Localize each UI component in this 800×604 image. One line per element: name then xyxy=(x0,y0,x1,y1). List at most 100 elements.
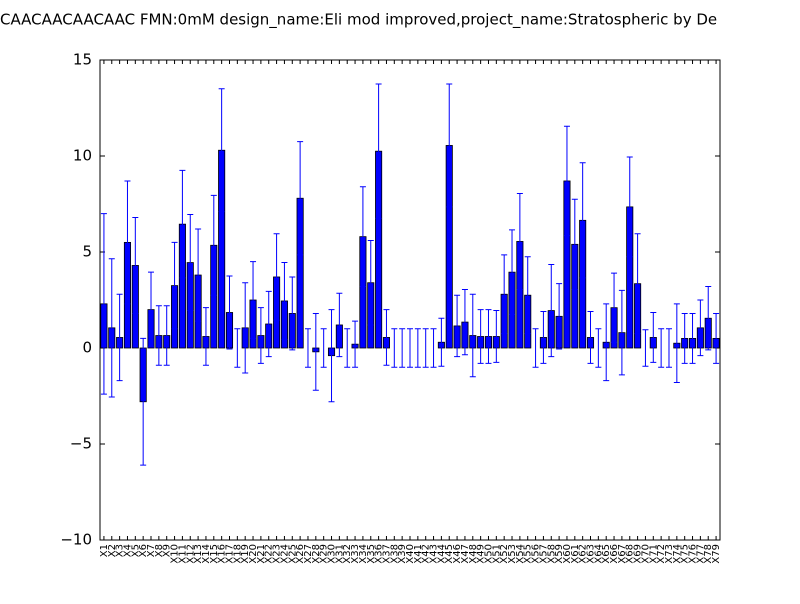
x-tick-label: X39 xyxy=(397,544,408,564)
error-bar xyxy=(257,307,264,364)
error-bar xyxy=(469,293,476,378)
error-bar xyxy=(509,229,516,315)
error-bar xyxy=(516,192,523,290)
error-bar xyxy=(626,156,633,258)
error-bar xyxy=(265,290,272,358)
error-bar xyxy=(148,271,155,348)
x-tick-label: X69 xyxy=(633,544,644,564)
x-tick-label: X73 xyxy=(664,544,675,564)
error-bar xyxy=(501,254,508,335)
error-bar xyxy=(658,328,665,368)
error-bar xyxy=(281,262,288,340)
error-bar xyxy=(124,180,131,305)
x-tick-label: X58 xyxy=(546,544,557,564)
x-tick-label: X63 xyxy=(586,544,597,564)
error-bar xyxy=(524,256,531,335)
error-bar xyxy=(579,162,586,279)
x-tick-label: X53 xyxy=(507,544,518,564)
error-bar xyxy=(563,125,570,237)
x-tick-label: X14 xyxy=(201,544,212,564)
x-tick-label: X64 xyxy=(593,544,604,564)
error-bar xyxy=(312,312,319,391)
y-tick-label: −10 xyxy=(60,531,92,549)
x-tick-label: X66 xyxy=(609,544,620,564)
x-tick-label: X65 xyxy=(601,544,612,564)
error-bar xyxy=(218,88,225,213)
error-bar xyxy=(336,292,343,358)
x-tick-label: X36 xyxy=(374,544,385,564)
x-tick-label: X49 xyxy=(476,544,487,564)
x-tick-label: X22 xyxy=(264,544,275,564)
x-tick-label: X27 xyxy=(303,544,314,564)
x-tick-label: X48 xyxy=(468,544,479,564)
error-bar xyxy=(391,328,398,368)
error-bar xyxy=(595,328,602,368)
error-bar xyxy=(155,305,162,366)
x-tick-label: X79 xyxy=(711,544,722,564)
error-bar xyxy=(352,320,359,368)
x-tick-label: X40 xyxy=(405,544,416,564)
y-tick-label: −5 xyxy=(70,435,92,453)
x-tick-label: X61 xyxy=(570,544,581,564)
error-bar xyxy=(320,328,327,368)
error-bar xyxy=(210,194,217,296)
x-tick-label: X19 xyxy=(240,544,251,564)
x-tick-label: X9 xyxy=(162,544,173,557)
error-bar xyxy=(713,312,720,364)
x-tick-label: X17 xyxy=(224,544,235,564)
error-bar xyxy=(242,282,249,374)
x-tick-label: X60 xyxy=(562,544,573,564)
x-tick-label: X52 xyxy=(499,544,510,564)
x-tick-label: X29 xyxy=(319,544,330,564)
x-tick-label: X6 xyxy=(138,544,149,557)
y-tick-label: 0 xyxy=(82,339,92,357)
error-bar xyxy=(697,299,704,357)
error-bar xyxy=(446,83,453,208)
x-tick-label: X55 xyxy=(523,544,534,564)
error-bar xyxy=(359,186,366,288)
error-bar xyxy=(250,261,257,339)
error-bar xyxy=(375,83,382,219)
error-bar xyxy=(705,286,712,351)
x-tick-label: X56 xyxy=(531,544,542,564)
error-bar xyxy=(618,289,625,376)
error-bar xyxy=(634,233,641,335)
error-bar xyxy=(163,305,170,366)
error-bar xyxy=(273,233,280,321)
error-bar xyxy=(344,328,351,368)
x-tick-label: X75 xyxy=(680,544,691,564)
x-tick-label: X42 xyxy=(421,544,432,564)
x-tick-label: X72 xyxy=(656,544,667,564)
error-bar xyxy=(297,141,304,256)
y-tick-label: 5 xyxy=(82,243,92,261)
error-bar xyxy=(689,312,696,364)
x-tick-label: X8 xyxy=(154,544,165,557)
error-bar xyxy=(611,272,618,343)
x-tick-label: X20 xyxy=(248,544,259,564)
plot-frame xyxy=(99,59,721,541)
x-tick-label: X35 xyxy=(366,544,377,564)
x-tick-label: X50 xyxy=(483,544,494,564)
error-bar xyxy=(454,294,461,358)
x-tick-label: X74 xyxy=(672,544,683,564)
x-tick-label: X26 xyxy=(295,544,306,564)
error-bar xyxy=(461,288,468,356)
x-tick-label: X47 xyxy=(460,544,471,564)
x-tick-label: X23 xyxy=(272,544,283,564)
x-tick-label: X30 xyxy=(327,544,338,564)
error-bar xyxy=(226,275,233,350)
x-tick-label: X10 xyxy=(170,544,181,564)
error-bar xyxy=(179,169,186,279)
error-bar xyxy=(587,311,594,364)
x-tick-label: X1 xyxy=(99,544,110,557)
x-tick-label: X28 xyxy=(311,544,322,564)
error-bar xyxy=(430,328,437,368)
x-tick-label: X32 xyxy=(342,544,353,564)
x-tick-label: X46 xyxy=(452,544,463,564)
error-bar xyxy=(650,311,657,363)
error-bar xyxy=(540,311,547,364)
error-bar xyxy=(289,276,296,351)
error-bar xyxy=(187,214,194,312)
